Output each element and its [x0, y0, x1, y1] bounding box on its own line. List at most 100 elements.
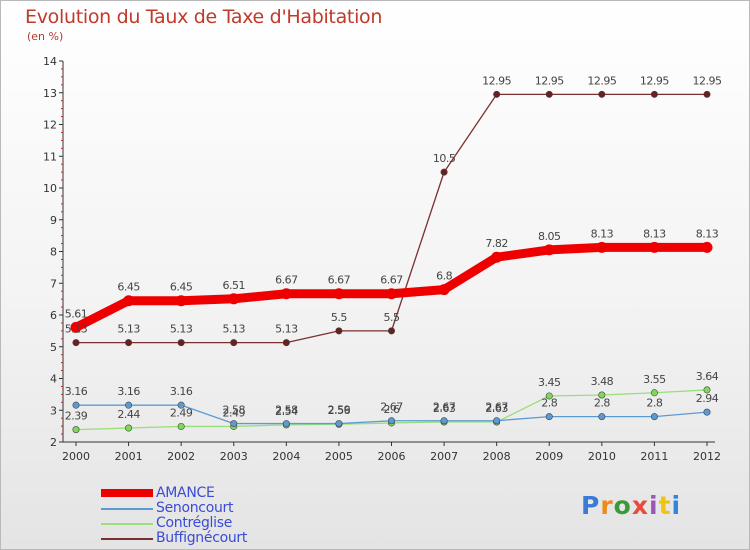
- x-tick-label: 2001: [115, 450, 143, 463]
- data-point: [545, 413, 553, 421]
- data-label: 3.16: [65, 385, 88, 398]
- data-label: 5.5: [384, 311, 400, 324]
- data-label: 2.56: [328, 404, 351, 417]
- data-point: [648, 241, 660, 253]
- y-tick-label: 14: [43, 55, 57, 68]
- data-point: [543, 244, 555, 256]
- data-point: [72, 426, 80, 434]
- legend-label: Senoncourt: [156, 500, 234, 516]
- y-tick-label: 4: [50, 373, 57, 386]
- proxiti-logo: Proxiti: [581, 491, 681, 520]
- logo-letter: t: [658, 491, 672, 520]
- data-point: [598, 413, 606, 421]
- data-label: 2.8: [646, 397, 662, 410]
- data-label: 7.82: [485, 237, 508, 250]
- data-point: [230, 420, 238, 428]
- data-label: 6.51: [223, 279, 246, 292]
- data-point: [703, 90, 711, 98]
- data-label: 5.13: [223, 323, 246, 336]
- logo-letter: i: [649, 491, 659, 520]
- y-tick-label: 12: [43, 119, 57, 132]
- data-point: [438, 284, 450, 296]
- data-point: [70, 321, 82, 333]
- legend-label: Contréglise: [156, 515, 233, 531]
- data-label: 12.95: [482, 74, 511, 87]
- data-point: [335, 420, 343, 428]
- x-tick-label: 2009: [535, 450, 563, 463]
- x-tick-label: 2000: [62, 450, 90, 463]
- y-tick-label: 3: [50, 404, 57, 417]
- data-point: [230, 339, 238, 347]
- data-point: [545, 392, 553, 400]
- data-label: 8.05: [538, 230, 561, 243]
- data-point: [598, 391, 606, 399]
- data-label: 3.48: [591, 375, 614, 388]
- y-tick-label: 7: [50, 277, 57, 290]
- data-label: 6.67: [328, 274, 351, 287]
- data-point: [282, 339, 290, 347]
- data-label: 6.67: [275, 274, 298, 287]
- data-label: 2.44: [117, 408, 140, 421]
- y-tick-label: 8: [50, 246, 57, 259]
- data-point: [177, 422, 185, 430]
- data-label: 5.13: [170, 323, 193, 336]
- chart-title: Evolution du Taux de Taxe d'Habitation: [25, 6, 383, 28]
- logo-letter: P: [581, 491, 601, 520]
- logo-letter: i: [671, 491, 682, 520]
- data-label: 2.94: [696, 392, 719, 405]
- x-tick-label: 2010: [588, 450, 616, 463]
- data-label: 6.8: [436, 270, 452, 283]
- data-point: [491, 251, 503, 263]
- y-tick-label: 6: [50, 309, 57, 322]
- data-label: 5.5: [331, 311, 347, 324]
- data-point: [72, 339, 80, 347]
- data-point: [493, 417, 501, 425]
- data-point: [440, 417, 448, 425]
- data-label: 2.58: [223, 404, 246, 417]
- data-label: 5.13: [117, 323, 140, 336]
- data-point: [387, 417, 395, 425]
- data-point: [123, 295, 135, 307]
- legend-swatch: [101, 538, 153, 540]
- data-label: 2.54: [275, 405, 298, 418]
- data-point: [650, 413, 658, 421]
- data-point: [175, 295, 187, 307]
- data-point: [701, 241, 713, 253]
- data-point: [440, 168, 448, 176]
- data-point: [72, 401, 80, 409]
- y-tick-label: 11: [43, 150, 57, 163]
- data-point: [125, 401, 133, 409]
- x-tick-label: 2011: [640, 450, 668, 463]
- data-point: [386, 288, 397, 300]
- legend-swatch: [101, 523, 153, 525]
- chart-unit: (en %): [27, 30, 64, 43]
- data-label: 2.8: [541, 397, 557, 410]
- data-label: 2.67: [485, 401, 508, 414]
- data-point: [125, 339, 133, 347]
- logo-letter: r: [600, 491, 614, 520]
- data-label: 3.55: [643, 373, 666, 386]
- y-tick-label: 9: [50, 214, 57, 227]
- x-tick-label: 2002: [167, 450, 195, 463]
- y-tick-label: 13: [43, 87, 57, 100]
- x-tick-label: 2008: [483, 450, 511, 463]
- data-label: 2.63: [485, 402, 508, 415]
- data-label: 5.13: [65, 323, 88, 336]
- legend-swatch: [101, 508, 153, 510]
- data-point: [335, 327, 343, 335]
- data-point: [177, 401, 185, 409]
- data-label: 2.49: [170, 406, 193, 419]
- data-point: [228, 293, 240, 305]
- data-point: [650, 90, 658, 98]
- data-label: 6.45: [170, 281, 193, 294]
- data-point: [596, 241, 608, 253]
- data-label: 3.64: [696, 370, 719, 383]
- data-label: 12.95: [640, 74, 669, 87]
- data-point: [282, 420, 290, 428]
- legend-label: AMANCE: [156, 485, 215, 501]
- data-point: [650, 389, 658, 397]
- data-label: 2.6: [384, 403, 400, 416]
- data-point: [493, 90, 501, 98]
- legend-label: Buffignécourt: [156, 530, 248, 546]
- data-label: 5.61: [65, 307, 88, 320]
